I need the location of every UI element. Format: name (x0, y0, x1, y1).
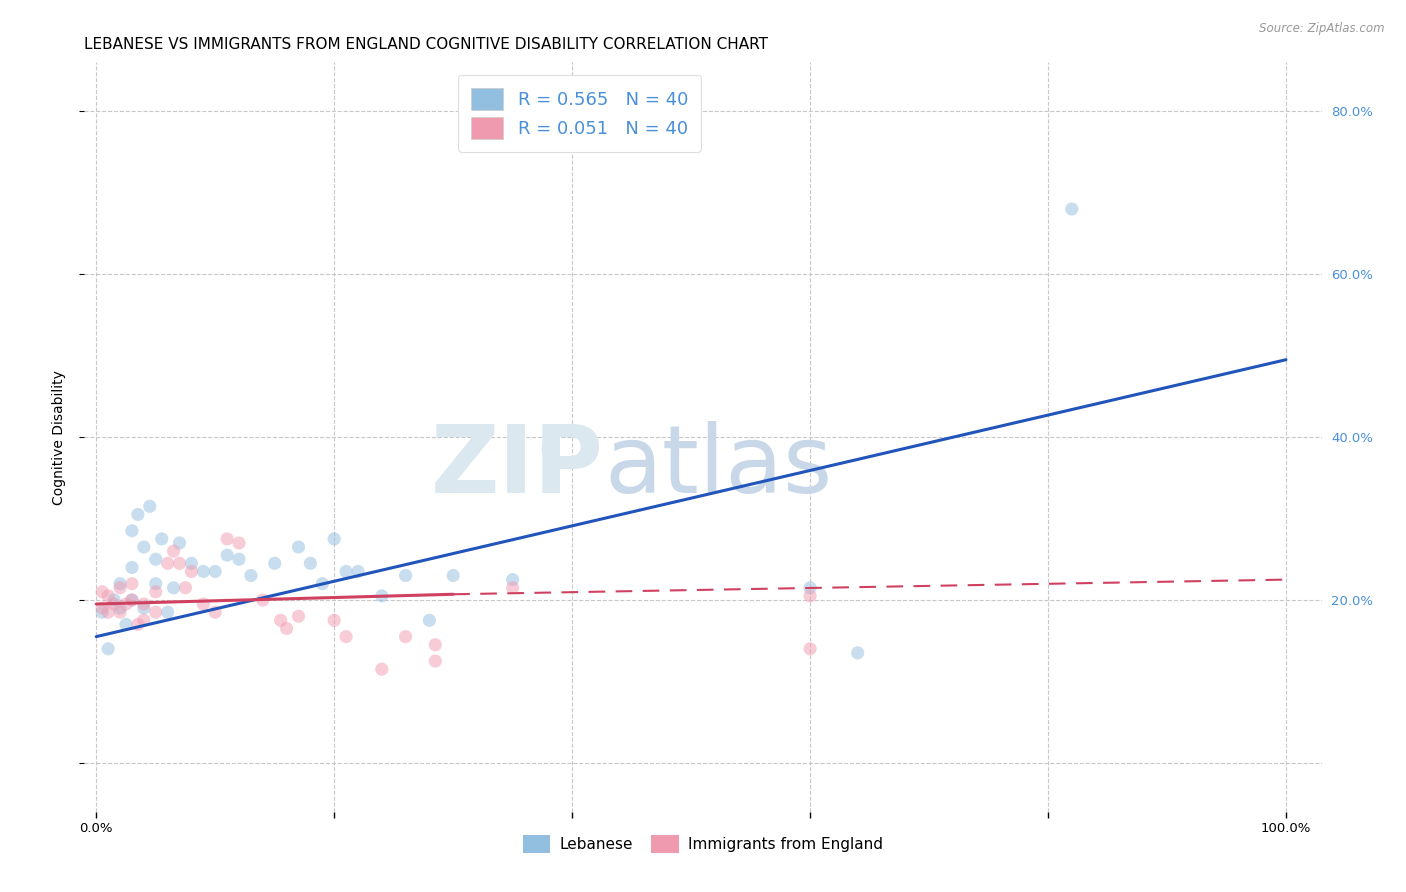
Y-axis label: Cognitive Disability: Cognitive Disability (52, 369, 66, 505)
Point (263, 557, 285, 571)
Point (394, 568, 416, 582)
Point (537, 442, 560, 457)
Point (145, 605, 167, 619)
Text: LEBANESE VS IMMIGRANTS FROM ENGLAND COGNITIVE DISABILITY CORRELATION CHART: LEBANESE VS IMMIGRANTS FROM ENGLAND COGN… (84, 37, 768, 52)
Legend: Lebanese, Immigrants from England: Lebanese, Immigrants from England (515, 828, 891, 860)
Point (441, 568, 464, 582)
Point (162, 581, 184, 595)
Point (204, 605, 226, 619)
Point (228, 536, 250, 550)
Point (108, 605, 131, 619)
Point (347, 565, 370, 579)
Point (217, 548, 239, 562)
Point (145, 552, 167, 566)
Point (394, 630, 416, 644)
Point (846, 646, 869, 660)
Point (132, 601, 155, 615)
Point (323, 613, 346, 627)
Point (127, 617, 149, 632)
Point (132, 540, 155, 554)
Point (418, 613, 440, 627)
Text: atlas: atlas (605, 421, 832, 513)
Point (270, 613, 292, 627)
Point (799, 641, 821, 656)
Point (217, 532, 239, 546)
Point (108, 581, 131, 595)
Point (180, 557, 202, 571)
Point (121, 524, 143, 538)
Point (91, 605, 114, 619)
Point (127, 508, 149, 522)
Point (162, 544, 184, 558)
Point (150, 532, 173, 546)
Point (252, 593, 274, 607)
Point (115, 617, 138, 632)
Point (425, 638, 447, 652)
Point (121, 576, 143, 591)
Point (335, 630, 357, 644)
Point (193, 597, 215, 611)
Point (108, 576, 131, 591)
Point (145, 576, 167, 591)
Point (121, 593, 143, 607)
Point (299, 557, 322, 571)
Point (145, 584, 167, 599)
Point (204, 565, 226, 579)
Point (287, 540, 309, 554)
Point (156, 557, 179, 571)
Point (180, 565, 202, 579)
Point (276, 622, 298, 636)
Point (1060, 202, 1083, 216)
Point (371, 662, 394, 676)
Point (193, 565, 215, 579)
Point (108, 601, 131, 615)
Point (169, 536, 191, 550)
Point (169, 557, 191, 571)
Point (115, 597, 138, 611)
Point (799, 589, 821, 603)
Point (156, 605, 179, 619)
Point (132, 613, 155, 627)
Point (97, 589, 120, 603)
Point (502, 573, 524, 587)
Point (323, 532, 346, 546)
Point (97, 605, 120, 619)
Point (139, 500, 162, 514)
Point (228, 552, 250, 566)
Point (371, 589, 394, 603)
Point (91, 584, 114, 599)
Point (121, 560, 143, 574)
Point (287, 609, 309, 624)
Point (132, 597, 155, 611)
Point (239, 568, 262, 582)
Point (91, 601, 114, 615)
Point (121, 593, 143, 607)
Text: Source: ZipAtlas.com: Source: ZipAtlas.com (1260, 22, 1385, 36)
Point (335, 565, 357, 579)
Text: ZIP: ZIP (432, 421, 605, 513)
Point (103, 597, 125, 611)
Point (311, 576, 333, 591)
Point (425, 654, 447, 668)
Point (97, 641, 120, 656)
Point (502, 581, 524, 595)
Point (103, 593, 125, 607)
Point (799, 581, 821, 595)
Point (174, 581, 197, 595)
